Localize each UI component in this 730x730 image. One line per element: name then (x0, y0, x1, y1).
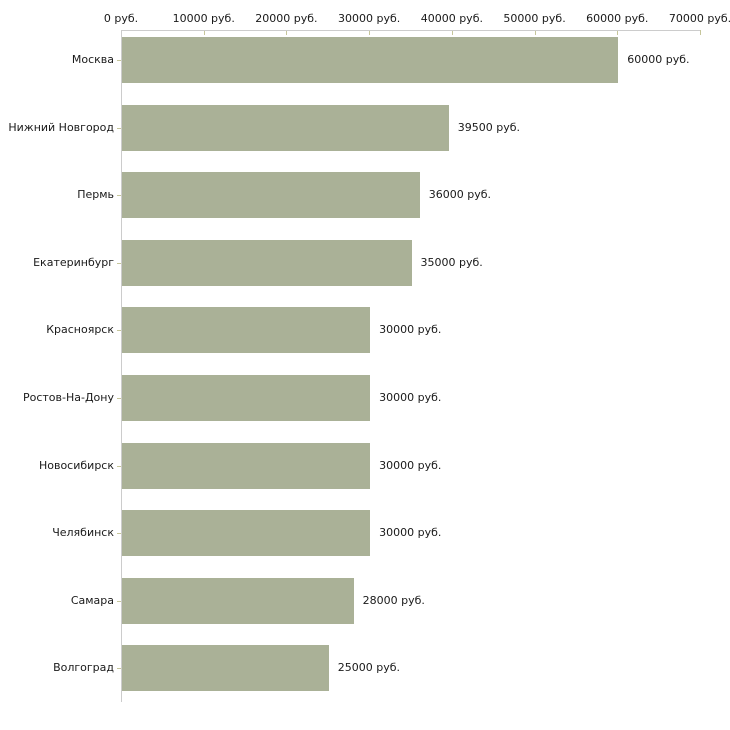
category-tick-mark (117, 60, 121, 61)
bar (122, 375, 371, 421)
category-label: Пермь (77, 188, 114, 202)
x-axis-tick-label: 0 руб. (103, 12, 139, 25)
category-label: Нижний Новгород (8, 120, 114, 134)
value-label: 30000 руб. (379, 391, 442, 404)
value-label: 30000 руб. (379, 458, 442, 472)
x-axis-tick-label: 40000 руб. (420, 12, 483, 25)
value-label: 35000 руб. (420, 255, 483, 269)
value-label: 39500 руб. (457, 120, 520, 134)
bar (122, 307, 371, 354)
category-tick-mark (117, 262, 121, 264)
bar (122, 37, 619, 83)
category-tick-mark (117, 668, 121, 670)
category-label: Екатеринбург (33, 255, 114, 269)
bar (122, 172, 420, 219)
category-label: Челябинск (52, 526, 114, 540)
category-label: Волгоград (53, 661, 114, 675)
x-axis-tick-label: 10000 руб. (172, 12, 235, 25)
x-axis-tick-mark (534, 30, 536, 35)
x-axis-tick-mark (203, 30, 205, 35)
bar (122, 104, 449, 151)
x-axis-tick-mark (286, 30, 288, 35)
value-label: 30000 руб. (379, 323, 442, 337)
category-label: Самара (70, 593, 114, 607)
category-tick-mark (117, 533, 121, 535)
x-axis-tick-label: 60000 руб. (586, 12, 649, 25)
category-tick-mark (117, 465, 121, 467)
x-axis-tick-label: 70000 руб. (668, 12, 730, 25)
category-label: Новосибирск (38, 458, 114, 472)
bar (122, 645, 329, 692)
category-tick-mark (117, 195, 121, 197)
x-axis-tick-mark (700, 30, 701, 35)
value-label: 36000 руб. (428, 188, 492, 202)
x-axis-tick-mark (617, 30, 619, 35)
x-axis-tick-label: 20000 руб. (255, 12, 318, 25)
y-axis-line (121, 30, 122, 703)
category-tick-mark (117, 398, 121, 399)
value-label: 28000 руб. (362, 593, 425, 607)
x-axis-tick-label: 30000 руб. (338, 12, 401, 25)
category-tick-mark (117, 127, 121, 129)
bar (122, 442, 371, 489)
category-label: Ростов-На-Дону (22, 391, 114, 404)
value-label: 60000 руб. (627, 53, 690, 66)
bar (122, 577, 354, 624)
bar (122, 239, 412, 286)
x-axis-tick-mark (451, 30, 453, 35)
value-label: 25000 руб. (337, 661, 401, 675)
value-label: 30000 руб. (379, 526, 442, 540)
category-tick-mark (117, 600, 121, 602)
x-axis-tick-label: 50000 руб. (503, 12, 566, 25)
category-label: Красноярск (46, 323, 114, 337)
bar (122, 510, 371, 557)
category-label: Москва (71, 53, 114, 66)
category-tick-mark (117, 330, 121, 332)
x-axis-line (121, 30, 700, 31)
x-axis-tick-mark (369, 30, 371, 35)
